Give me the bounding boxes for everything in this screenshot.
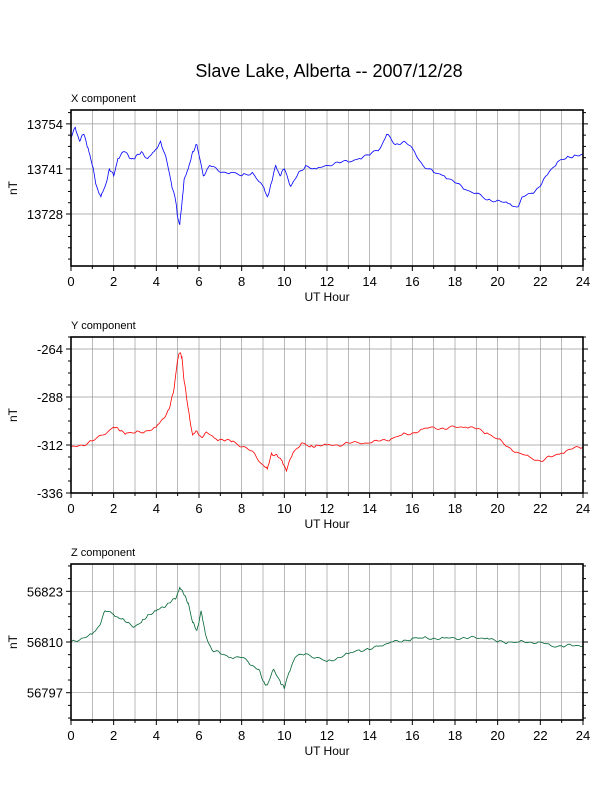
chart-title: Slave Lake, Alberta -- 2007/12/28 [195, 61, 462, 81]
x-axis-label: UT Hour [304, 517, 349, 531]
panel-title-y: Y component [71, 320, 136, 332]
y-tick-label: -288 [37, 390, 63, 405]
x-tick-label: 6 [195, 728, 202, 743]
x-tick-label: 14 [362, 274, 376, 289]
x-tick-label: 18 [448, 501, 462, 516]
x-tick-label: 14 [362, 501, 376, 516]
x-axis-label: UT Hour [304, 744, 349, 758]
series-line-y [70, 352, 584, 473]
x-tick-label: 16 [405, 501, 419, 516]
x-tick-label: 20 [490, 728, 504, 743]
x-tick-label: 24 [576, 728, 590, 743]
x-tick-label: 0 [67, 501, 74, 516]
x-axis-label: UT Hour [304, 290, 349, 304]
y-tick-label: 56797 [27, 686, 63, 701]
x-tick-label: 14 [362, 728, 376, 743]
x-tick-label: 8 [238, 501, 245, 516]
x-tick-label: 6 [195, 274, 202, 289]
x-tick-label: 8 [238, 274, 245, 289]
x-tick-label: 18 [448, 728, 462, 743]
x-tick-label: 16 [405, 274, 419, 289]
x-tick-label: 10 [277, 274, 291, 289]
x-tick-label: 6 [195, 501, 202, 516]
panel-title-x: X component [71, 93, 136, 105]
y-tick-label: -264 [37, 342, 63, 357]
x-tick-label: 12 [320, 728, 334, 743]
x-tick-label: 18 [448, 274, 462, 289]
x-tick-label: 22 [533, 501, 547, 516]
x-tick-label: 22 [533, 274, 547, 289]
series-line-z [70, 586, 584, 689]
x-tick-label: 2 [110, 274, 117, 289]
x-tick-label: 20 [490, 274, 504, 289]
x-tick-label: 24 [576, 501, 590, 516]
y-axis-label: nT [6, 407, 20, 422]
x-tick-label: 0 [67, 274, 74, 289]
x-tick-label: 10 [277, 728, 291, 743]
series-line-x [70, 126, 584, 226]
y-tick-label: -312 [37, 438, 63, 453]
y-tick-label: 56823 [27, 584, 63, 599]
panel-title-z: Z component [71, 547, 135, 559]
y-tick-label: 13754 [27, 117, 63, 132]
x-tick-label: 24 [576, 274, 590, 289]
x-tick-label: 2 [110, 501, 117, 516]
x-tick-label: 16 [405, 728, 419, 743]
x-tick-label: 22 [533, 728, 547, 743]
x-tick-label: 12 [320, 274, 334, 289]
x-tick-label: 4 [153, 274, 160, 289]
y-axis-label: nT [6, 634, 20, 649]
y-axis-label: nT [6, 180, 20, 195]
x-tick-label: 4 [153, 501, 160, 516]
x-tick-label: 0 [67, 728, 74, 743]
y-tick-label: 56810 [27, 635, 63, 650]
x-tick-label: 10 [277, 501, 291, 516]
y-tick-label: 13728 [27, 207, 63, 222]
x-tick-label: 4 [153, 728, 160, 743]
y-tick-label: -336 [37, 486, 63, 501]
x-tick-label: 20 [490, 501, 504, 516]
x-tick-label: 2 [110, 728, 117, 743]
x-tick-label: 12 [320, 501, 334, 516]
y-tick-label: 13741 [27, 162, 63, 177]
x-tick-label: 8 [238, 728, 245, 743]
